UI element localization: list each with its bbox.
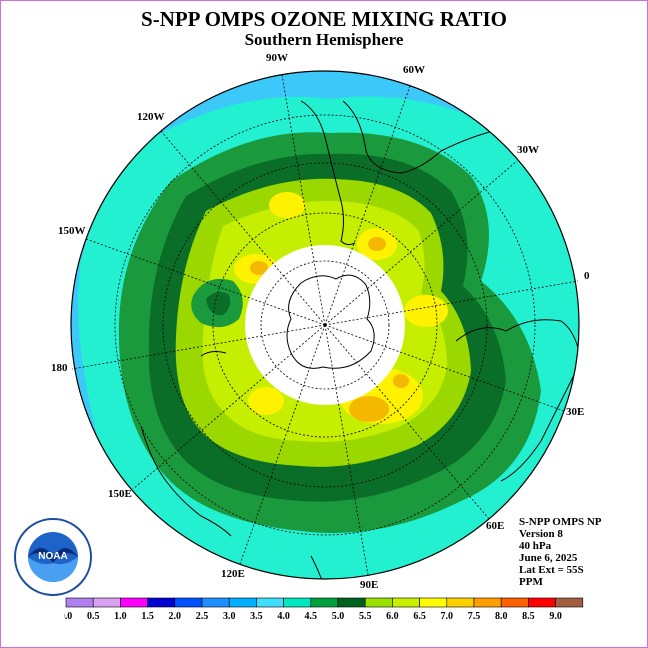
colorbar-tick-label: 1.5 bbox=[141, 611, 154, 622]
colorbar-tick-label: 2.5 bbox=[196, 611, 209, 622]
colorbar: 0.0 0.5 1.0 1.5 2.0 2.5 3.0 3.5 4.0 4.5 5.0 5.5 6.0 6… bbox=[64, 597, 584, 622]
south-america-coast bbox=[342, 100, 502, 174]
graticule bbox=[71, 74, 579, 576]
colorbar-swatch bbox=[500, 597, 529, 608]
lon-label-30w: 30W bbox=[517, 144, 539, 156]
lon-label-120w: 120W bbox=[137, 111, 165, 123]
colorbar-swatch bbox=[419, 597, 448, 608]
lon-label-90w: 90W bbox=[266, 52, 288, 64]
field-band-7-0 bbox=[349, 396, 389, 422]
australia-coast bbox=[140, 425, 232, 537]
longitude-labels: 90W 60W 30W 0 30E 60E 90E 120E 150E 180 … bbox=[51, 52, 590, 591]
lon-label-120e: 120E bbox=[221, 568, 245, 580]
colorbar-tick-label: 3.5 bbox=[250, 611, 263, 622]
field-band-7-0 bbox=[368, 237, 386, 251]
field-band-5-0 bbox=[206, 291, 231, 316]
colorbar-swatch bbox=[473, 597, 502, 608]
colorbar-swatch bbox=[555, 597, 584, 608]
colorbar-swatches bbox=[65, 597, 584, 608]
field-band-7-0 bbox=[393, 374, 409, 388]
colorbar-swatch bbox=[120, 597, 148, 608]
south-america-coast bbox=[300, 100, 356, 246]
info-units: PPM bbox=[519, 576, 543, 588]
info-date: June 6, 2025 bbox=[519, 552, 578, 564]
meridian-180 bbox=[71, 324, 326, 370]
map-disk-border bbox=[70, 70, 580, 580]
meridian-0 bbox=[324, 280, 579, 326]
colorbar-swatch bbox=[201, 597, 230, 608]
colorbar-tick-label: 4.0 bbox=[277, 611, 290, 622]
colorbar-tick-label: 7.0 bbox=[441, 611, 454, 622]
colorbar-swatch bbox=[92, 597, 121, 608]
latitude-circle bbox=[114, 114, 536, 536]
colorbar-swatch bbox=[528, 597, 556, 608]
map-title: S-NPP OMPS OZONE MIXING RATIO bbox=[141, 7, 507, 31]
colorbar-tick-label: 0.0 bbox=[64, 611, 72, 622]
colorbar-tick-label: 1.0 bbox=[114, 611, 127, 622]
coastlines bbox=[140, 100, 579, 579]
info-instrument: S-NPP OMPS NP bbox=[519, 516, 602, 528]
field-band-6-5 bbox=[269, 192, 305, 218]
colorbar-tick-label: 3.0 bbox=[223, 611, 236, 622]
field-band-6-5 bbox=[404, 295, 448, 327]
noaa-logo-text: NOAA bbox=[38, 551, 67, 562]
colorbar-swatch bbox=[337, 597, 366, 608]
colorbar-ticks: 0.0 0.5 1.0 1.5 2.0 2.5 3.0 3.5 4.0 4.5 5.0 5.5 6.0 6… bbox=[64, 611, 562, 622]
colorbar-tick-label: 4.5 bbox=[305, 611, 318, 622]
colorbar-tick-label: 5.0 bbox=[332, 611, 345, 622]
colorbar-tick-label: 9.0 bbox=[549, 611, 562, 622]
colorbar-swatch bbox=[228, 597, 257, 608]
colorbar-tick-label: 5.5 bbox=[359, 611, 372, 622]
new-zealand-coast bbox=[200, 351, 227, 357]
info-lat-ext: Lat Ext = 55S bbox=[519, 564, 584, 576]
field-band-6-5 bbox=[248, 387, 284, 415]
latitude-circle bbox=[162, 162, 488, 488]
colorbar-tick-label: 8.0 bbox=[495, 611, 508, 622]
colorbar-tick-label: 6.5 bbox=[413, 611, 426, 622]
lon-label-150e: 150E bbox=[108, 488, 132, 500]
colorbar-swatch bbox=[310, 597, 339, 608]
noaa-logo: NOAA bbox=[14, 518, 92, 596]
colorbar-swatch bbox=[147, 597, 176, 608]
antarctica-coast bbox=[286, 274, 375, 369]
lon-label-180: 180 bbox=[51, 362, 68, 374]
lon-label-30e: 30E bbox=[566, 406, 584, 418]
lon-label-0: 0 bbox=[584, 270, 590, 282]
colorbar-swatch bbox=[283, 597, 312, 608]
latitude-circle bbox=[260, 260, 390, 390]
colorbar-swatch bbox=[256, 597, 284, 608]
info-level: 40 hPa bbox=[519, 540, 552, 552]
colorbar-swatch bbox=[446, 597, 475, 608]
colorbar-tick-label: 6.0 bbox=[386, 611, 399, 622]
africa-coast bbox=[455, 319, 579, 482]
lon-label-90e: 90E bbox=[360, 579, 378, 591]
colorbar-swatch bbox=[392, 597, 420, 608]
colorbar-tick-label: 8.5 bbox=[522, 611, 535, 622]
lon-label-60e: 60E bbox=[486, 520, 504, 532]
colorbar-swatch bbox=[174, 597, 203, 608]
colorbar-tick-label: 2.0 bbox=[169, 611, 182, 622]
colorbar-tick-label: 7.5 bbox=[468, 611, 481, 622]
colorbar-tick-label: 0.5 bbox=[87, 611, 100, 622]
latitude-circle bbox=[212, 212, 438, 438]
map-subtitle: Southern Hemisphere bbox=[244, 30, 404, 49]
info-version: Version 8 bbox=[519, 528, 563, 540]
indonesia-coast bbox=[310, 555, 327, 579]
field-band-7-0 bbox=[250, 261, 268, 275]
colorbar-swatch bbox=[65, 597, 94, 608]
lon-label-150w: 150W bbox=[58, 225, 86, 237]
lon-label-60w: 60W bbox=[403, 64, 425, 76]
colorbar-swatch bbox=[364, 597, 393, 608]
